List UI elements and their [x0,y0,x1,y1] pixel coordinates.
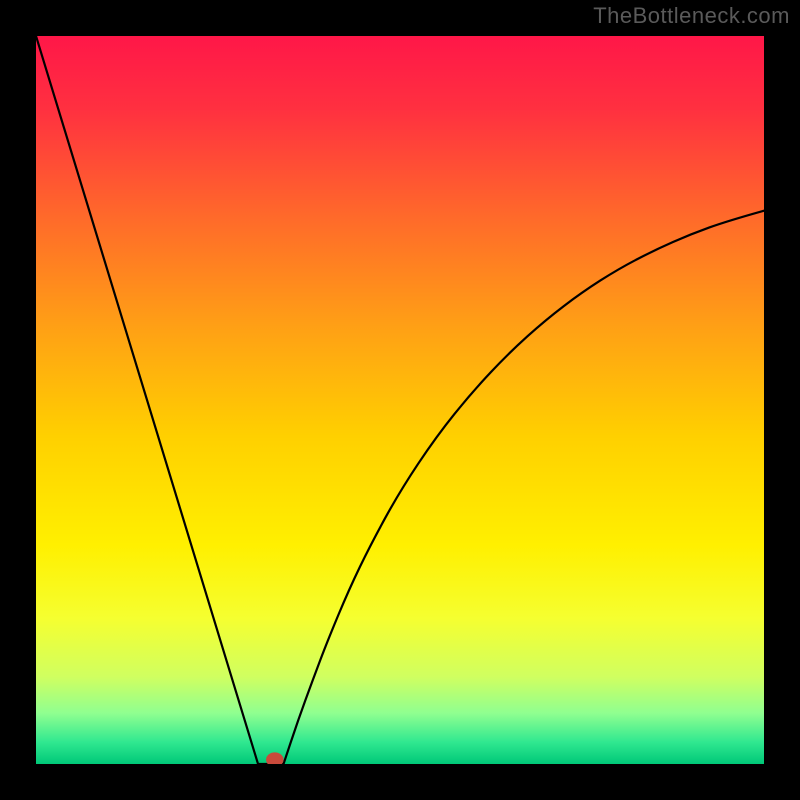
plot-area [36,36,764,764]
gradient-background [36,36,764,764]
watermark-text: TheBottleneck.com [593,3,790,29]
chart-frame: TheBottleneck.com [0,0,800,800]
